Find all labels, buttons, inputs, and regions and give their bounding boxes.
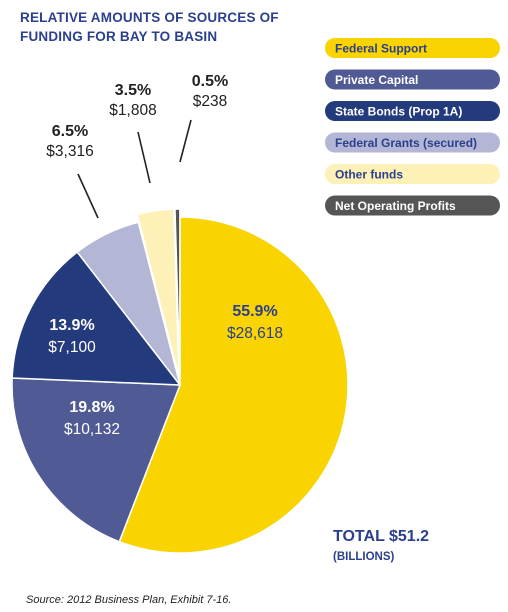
slice-percent-private-capital: 19.8% bbox=[69, 399, 114, 416]
legend-item-private-capital: Private Capital bbox=[325, 69, 500, 90]
slice-value-federal-grants-secured: $3,316 bbox=[46, 143, 93, 160]
pie-slice-federal-grants-secured bbox=[76, 221, 181, 386]
slice-labels: 55.9% $28,618 19.8% $10,132 13.9% $7,100 6.5% $… bbox=[46, 73, 283, 438]
legend-label-private-capital: Private Capital bbox=[335, 73, 418, 87]
leader-lines bbox=[77, 119, 192, 219]
legend-label-federal-support: Federal Support bbox=[335, 42, 427, 56]
slice-percent-state-bonds-prop-1a: 13.9% bbox=[49, 317, 94, 334]
legend-swatch-other-funds bbox=[325, 164, 500, 184]
legend-swatch-federal-grants-secured bbox=[325, 132, 500, 153]
legend-item-federal-support: Federal Support bbox=[325, 38, 500, 58]
legend-label-other-funds: Other funds bbox=[335, 168, 403, 182]
slice-value-state-bonds-prop-1a: $7,100 bbox=[48, 339, 96, 356]
legend-label-state-bonds-prop-1a: State Bonds (Prop 1A) bbox=[335, 105, 462, 119]
legend-item-other-funds: Other funds bbox=[325, 164, 500, 184]
slice-value-federal-support: $28,618 bbox=[227, 325, 283, 342]
legend-swatch-private-capital bbox=[325, 69, 500, 90]
pie-slice-federal-support bbox=[118, 216, 349, 554]
legend-item-federal-grants-secured: Federal Grants (secured) bbox=[325, 132, 500, 153]
pie-slice-state-bonds-prop-1a bbox=[11, 251, 182, 386]
slice-value-private-capital: $10,132 bbox=[64, 421, 120, 438]
total-unit: (BILLIONS) bbox=[333, 551, 394, 563]
legend-item-net-operating-profits: Net Operating Profits bbox=[325, 195, 500, 216]
legend-item-state-bonds-prop-1a: State Bonds (Prop 1A) bbox=[325, 101, 500, 121]
legend-swatch-state-bonds-prop-1a bbox=[325, 101, 500, 121]
legend-label-net-operating-profits: Net Operating Profits bbox=[335, 199, 456, 213]
slice-percent-net-operating-profits: 0.5% bbox=[192, 73, 228, 90]
slice-percent-federal-support: 55.9% bbox=[232, 303, 277, 320]
total-label: TOTAL $51.2 bbox=[333, 528, 429, 545]
source-note: Source: 2012 Business Plan, Exhibit 7-16… bbox=[26, 594, 231, 606]
pie-slice-other-funds bbox=[136, 208, 180, 378]
pie-slices bbox=[11, 208, 349, 554]
slice-value-net-operating-profits: $238 bbox=[193, 93, 227, 110]
leader-line-net-operating-profits bbox=[179, 119, 192, 163]
chart-title-line-1: RELATIVE AMOUNTS OF SOURCES OF bbox=[20, 10, 279, 25]
slice-value-other-funds: $1,808 bbox=[109, 102, 156, 119]
slice-percent-federal-grants-secured: 6.5% bbox=[52, 123, 88, 140]
pie-slice-private-capital bbox=[11, 377, 182, 543]
legend-swatch-federal-support bbox=[325, 38, 500, 58]
legend-swatch-net-operating-profits bbox=[325, 195, 500, 216]
chart-title-line-2: FUNDING FOR BAY TO BASIN bbox=[20, 29, 217, 44]
leader-line-federal-grants-secured bbox=[77, 173, 99, 219]
pie-slice-net-operating-profits bbox=[174, 208, 181, 378]
leader-line-other-funds bbox=[137, 131, 151, 184]
legend: Federal Support Private Capital State Bond… bbox=[325, 38, 500, 216]
slice-percent-other-funds: 3.5% bbox=[115, 82, 151, 99]
legend-label-federal-grants-secured: Federal Grants (secured) bbox=[335, 136, 477, 150]
